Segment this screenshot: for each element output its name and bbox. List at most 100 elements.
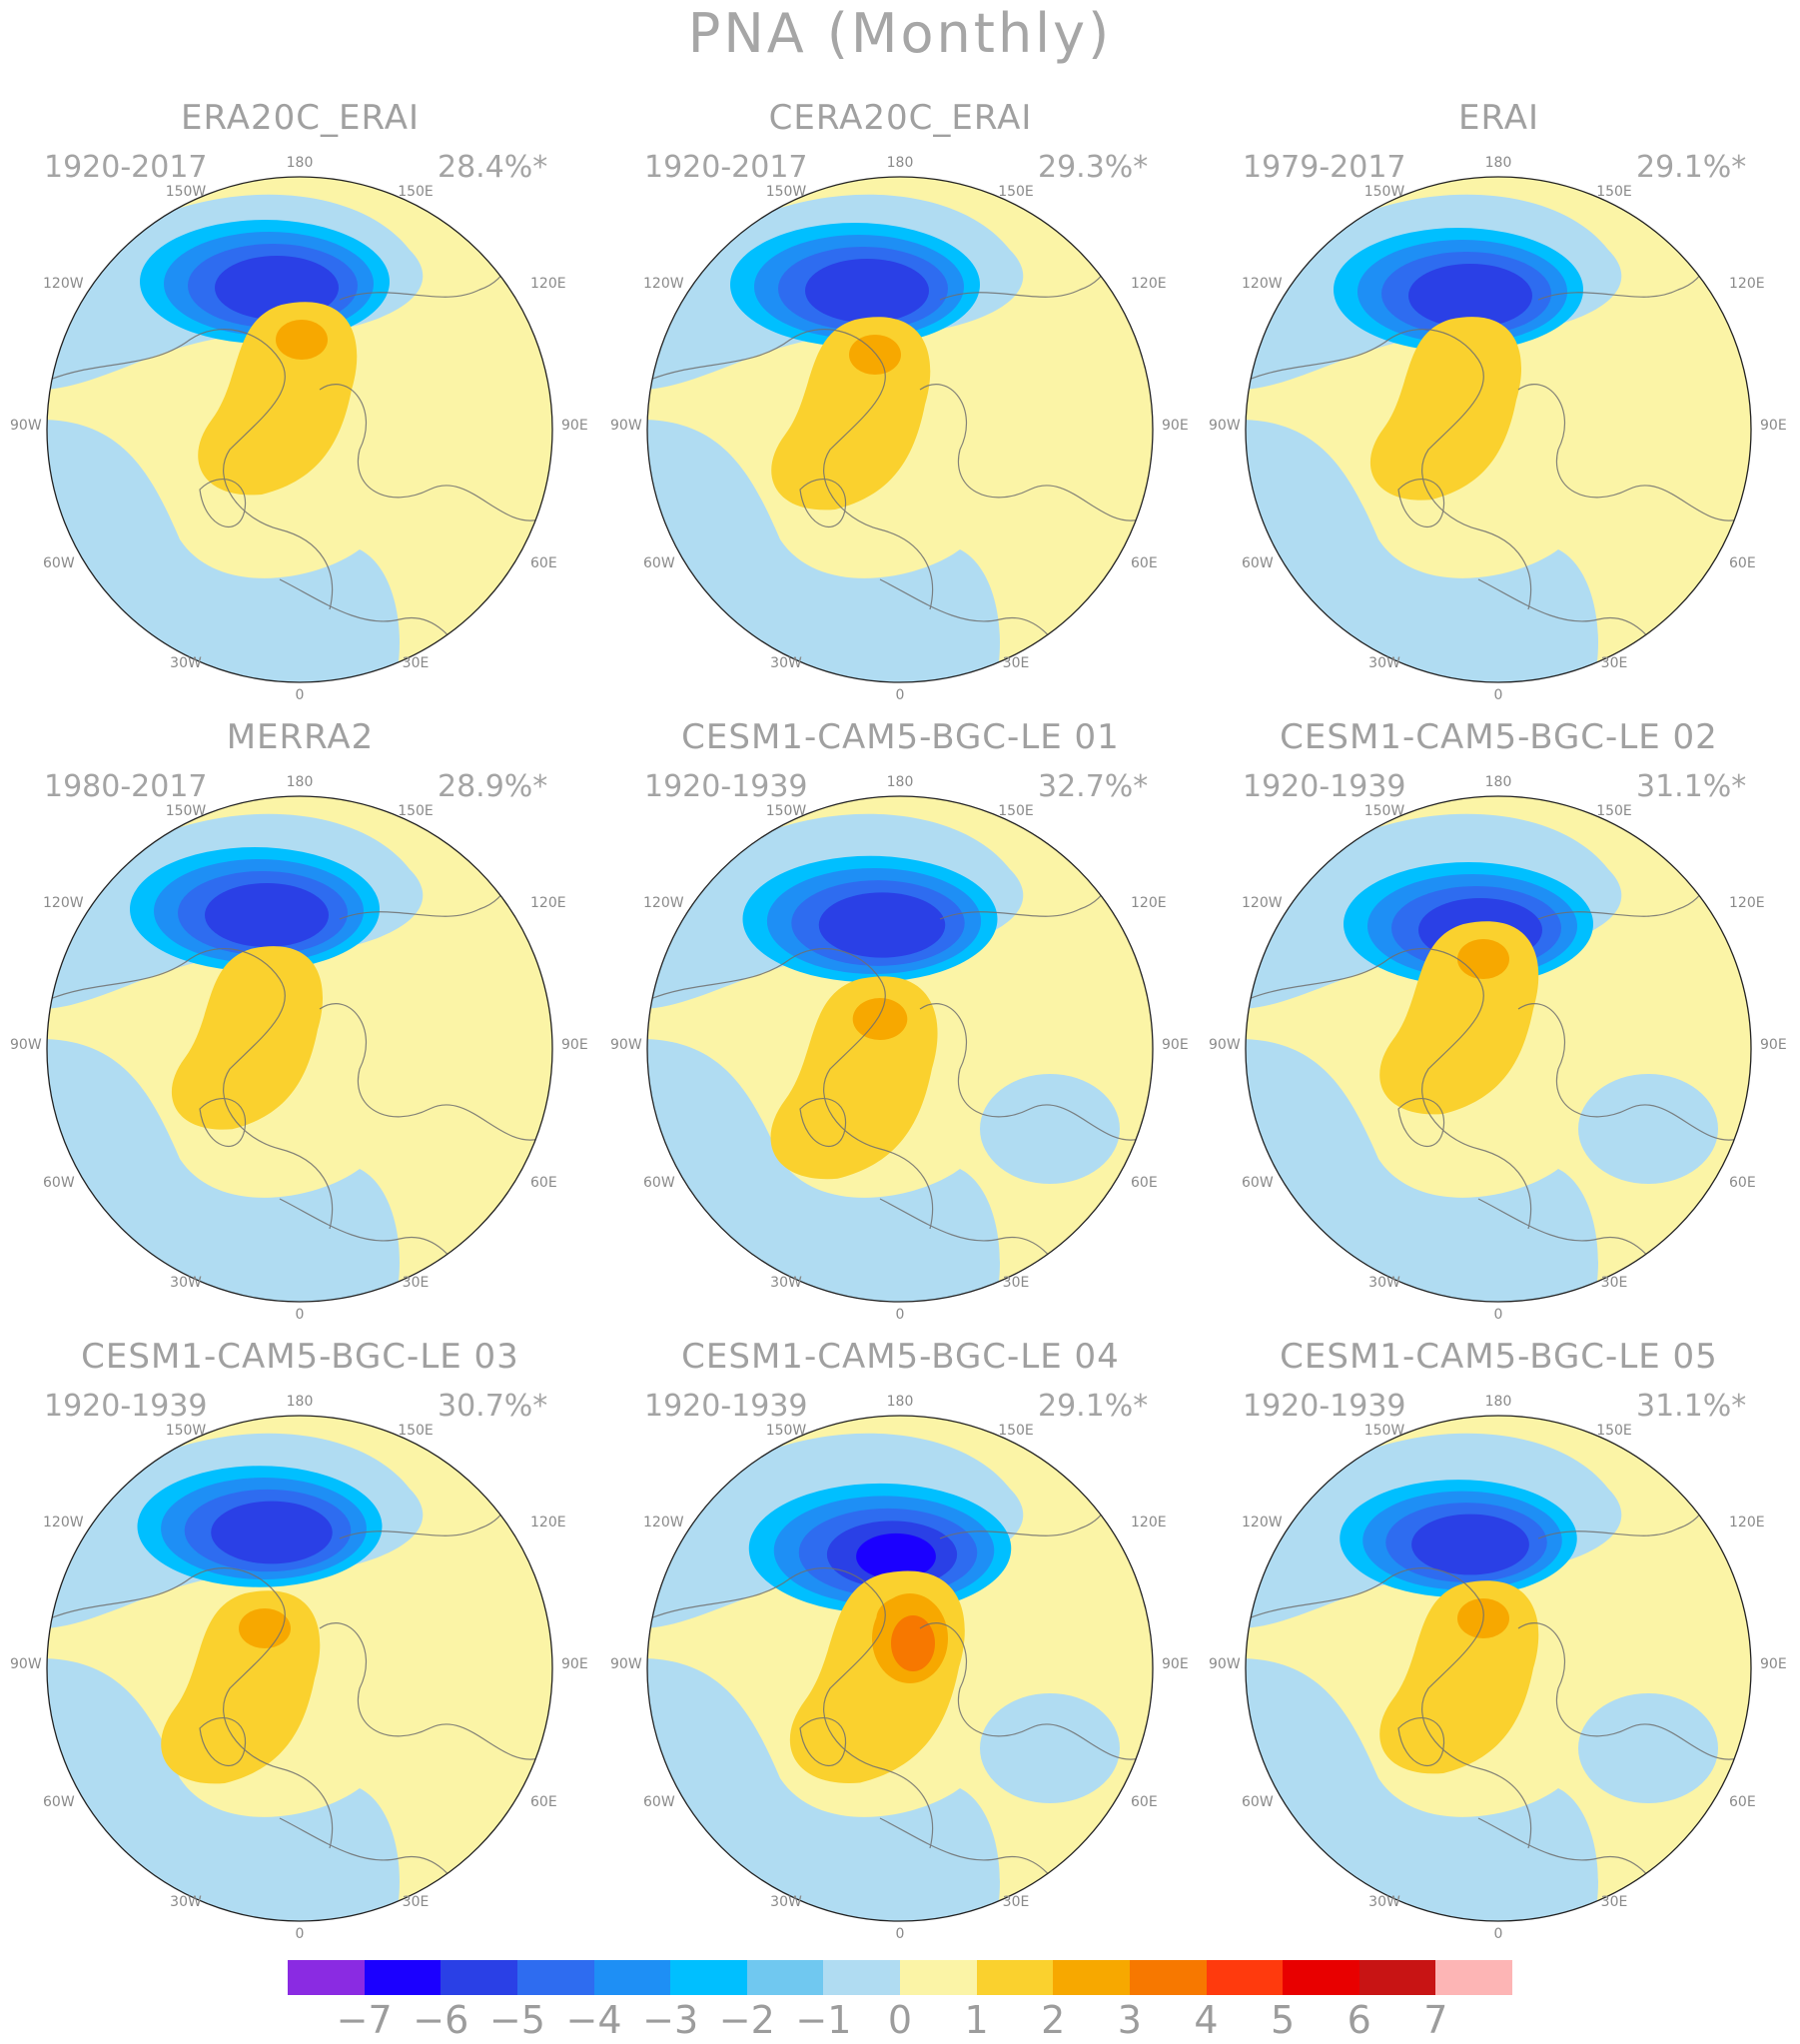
longitude-label: 180 — [887, 774, 914, 790]
longitude-label: 120E — [1729, 276, 1765, 292]
longitude-label: 60W — [643, 555, 675, 571]
longitude-label: 120W — [1242, 276, 1283, 292]
panel-period: 1920-1939 — [644, 1389, 808, 1424]
panel-title: MERRA2 — [226, 717, 375, 757]
longitude-label: 60W — [43, 1794, 75, 1810]
longitude-label: 120E — [1729, 895, 1765, 911]
panel-title: CESM1-CAM5-BGC-LE 04 — [681, 1337, 1120, 1377]
low-pressure-contour — [1411, 1514, 1529, 1575]
map-panel: CESM1-CAM5-BGC-LE 05 1920-1939 31.1%* 180 15… — [1199, 1239, 1799, 1942]
longitude-label: 90W — [610, 1037, 642, 1053]
longitude-label: 150W — [166, 1423, 207, 1439]
low-pressure-contour — [205, 883, 329, 947]
colorbar-swatch — [1283, 1960, 1359, 1995]
map-boundary — [46, 1415, 553, 1922]
longitude-label: 60W — [43, 1175, 75, 1191]
longitude-label: 0 — [296, 1926, 305, 1942]
longitude-label: 30W — [1368, 1275, 1400, 1291]
longitude-label: 150E — [1596, 1423, 1632, 1439]
panel-title: ERAI — [1457, 98, 1539, 138]
longitude-label: 90E — [1760, 1037, 1787, 1053]
colorbar-swatch — [746, 1960, 824, 1995]
longitude-label: 60W — [643, 1794, 675, 1810]
longitude-label: 90W — [610, 418, 642, 434]
panel-variance: 32.7%* — [1038, 769, 1149, 804]
longitude-label: 120E — [1131, 276, 1167, 292]
longitude-label: 30E — [1601, 1275, 1628, 1291]
colorbar-tick-label: −7 — [336, 1998, 393, 2042]
colorbar-swatch — [900, 1960, 977, 1995]
map-boundary — [646, 176, 1154, 683]
longitude-label: 150W — [1364, 184, 1405, 200]
longitude-label: 30E — [1003, 655, 1030, 671]
longitude-label: 30W — [770, 655, 802, 671]
panel-variance: 28.4%* — [438, 150, 548, 185]
polar-map: 180 150W 150E 120W 120E 90W 90E 60W 60E 30W 30E 0 — [10, 155, 588, 703]
colorbar-labels: −7 −6 −5 −4 −3 −2 −1 0 1 2 3 4 5 6 7 — [288, 1998, 1512, 2044]
map-boundary — [1245, 1415, 1752, 1922]
colorbar-swatch — [1206, 1960, 1284, 1995]
colorbar-swatch — [441, 1960, 517, 1995]
map-boundary — [646, 795, 1154, 1303]
longitude-label: 30E — [403, 655, 430, 671]
longitude-label: 150W — [766, 184, 807, 200]
low-pressure-contour — [1408, 264, 1532, 328]
map-panel: ERAI 1979-2017 29.1%* 180 150W 150E 120W 120E 90… — [1199, 0, 1799, 703]
low-pressure-contour — [805, 259, 929, 323]
longitude-label: 90E — [1162, 1656, 1189, 1672]
polar-map: 180 150W 150E 120W 120E 90W 90E 60W 60E 30W 30E 0 — [10, 1394, 588, 1942]
longitude-label: 120E — [530, 1515, 566, 1531]
longitude-label: 0 — [1494, 1307, 1503, 1323]
longitude-label: 60W — [1242, 1175, 1274, 1191]
longitude-label: 120W — [643, 895, 684, 911]
longitude-label: 180 — [887, 1394, 914, 1410]
longitude-label: 150E — [398, 803, 434, 819]
map-boundary — [1245, 795, 1752, 1303]
colorbar-swatch — [1129, 1960, 1207, 1995]
colorbar-tick-label: −1 — [795, 1998, 852, 2042]
longitude-label: 60E — [1131, 555, 1158, 571]
map-panel: CESM1-CAM5-BGC-LE 01 1920-1939 32.7%* 180 15… — [600, 619, 1201, 1323]
longitude-label: 30W — [770, 1894, 802, 1910]
panel-period: 1920-2017 — [44, 150, 208, 185]
longitude-label: 120W — [43, 895, 84, 911]
longitude-label: 150E — [398, 1423, 434, 1439]
colorbar — [288, 1960, 1512, 1995]
longitude-label: 120E — [1729, 1515, 1765, 1531]
polar-map: 180 150W 150E 120W 120E 90W 90E 60W 60E 30W 30E 0 — [1209, 1394, 1787, 1942]
map-panel: ERA20C_ERAI 1920-2017 28.4%* 180 150W 150E 120… — [0, 0, 600, 703]
longitude-label: 90E — [1760, 418, 1787, 434]
map-panel: MERRA2 1980-2017 28.9%* 180 150W 150E 120W 120E… — [0, 619, 600, 1323]
map-boundary — [46, 176, 553, 683]
longitude-label: 30W — [170, 655, 202, 671]
longitude-label: 90W — [1209, 418, 1241, 434]
longitude-label: 60E — [1729, 1794, 1756, 1810]
colorbar-swatch — [364, 1960, 442, 1995]
longitude-label: 30E — [1003, 1894, 1030, 1910]
panel-variance: 29.1%* — [1636, 150, 1747, 185]
panel-title: CESM1-CAM5-BGC-LE 05 — [1280, 1337, 1718, 1377]
panel-period: 1920-1939 — [1243, 769, 1406, 804]
longitude-label: 180 — [287, 774, 314, 790]
longitude-label: 30W — [1368, 1894, 1400, 1910]
longitude-label: 0 — [1494, 1926, 1503, 1942]
panel-title: CERA20C_ERAI — [768, 98, 1033, 138]
colorbar-swatch — [593, 1960, 671, 1995]
map-panel: CESM1-CAM5-BGC-LE 02 1920-1939 31.1%* 180 15… — [1199, 619, 1799, 1323]
longitude-label: 60E — [1131, 1794, 1158, 1810]
colorbar-swatch — [1053, 1960, 1130, 1995]
colorbar-tick-label: −6 — [413, 1998, 469, 2042]
longitude-label: 180 — [1485, 155, 1512, 171]
longitude-label: 30W — [170, 1894, 202, 1910]
longitude-label: 120W — [643, 1515, 684, 1531]
colorbar-tick-label: 5 — [1271, 1998, 1296, 2042]
colorbar-tick-label: 4 — [1194, 1998, 1219, 2042]
longitude-label: 150W — [1364, 803, 1405, 819]
colorbar-tick-label: 1 — [964, 1998, 989, 2042]
longitude-label: 60E — [530, 555, 557, 571]
longitude-label: 30W — [770, 1275, 802, 1291]
longitude-label: 90W — [10, 418, 42, 434]
longitude-label: 60W — [643, 1175, 675, 1191]
colorbar-tick-label: 0 — [887, 1998, 913, 2042]
longitude-label: 90E — [561, 418, 588, 434]
